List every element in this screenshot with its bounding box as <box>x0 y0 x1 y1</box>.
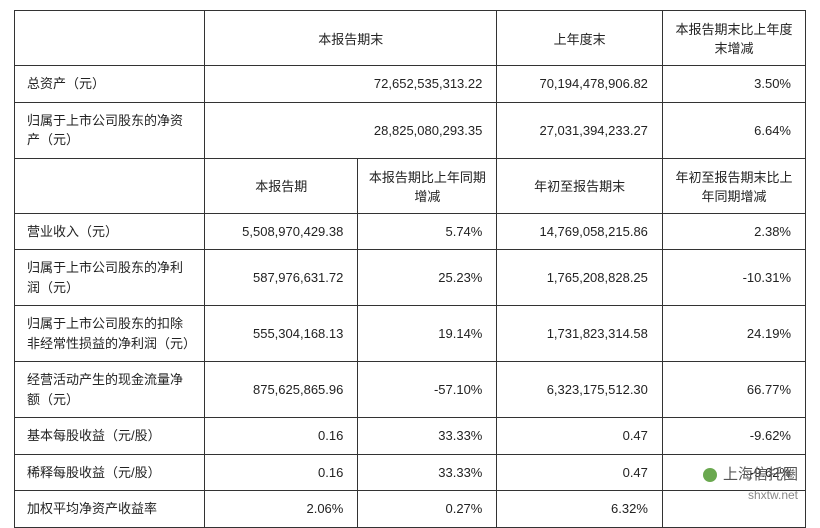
table-row: 基本每股收益（元/股） 0.16 33.33% 0.47 -9.62% <box>15 418 806 455</box>
row-value: 1,765,208,828.25 <box>497 250 663 306</box>
table-row: 稀释每股收益（元/股） 0.16 33.33% 0.47 -9.62% <box>15 454 806 491</box>
watermark: 上海信托圈 shxtw.net <box>703 464 798 505</box>
row-value: 6.64% <box>662 102 805 158</box>
table-row: 归属于上市公司股东的扣除非经常性损益的净利润（元） 555,304,168.13… <box>15 306 806 362</box>
table1-header-blank <box>15 11 205 66</box>
row-value: 6,323,175,512.30 <box>497 362 663 418</box>
watermark-logo-icon <box>703 468 717 482</box>
row-label: 归属于上市公司股东的净资产（元） <box>15 102 205 158</box>
table2-header-col3: 年初至报告期末 <box>497 158 663 213</box>
row-value: 70,194,478,906.82 <box>497 66 663 103</box>
row-value: 6.32% <box>497 491 663 528</box>
table1-header-col2: 上年度末 <box>497 11 663 66</box>
row-value: 33.33% <box>358 418 497 455</box>
table1-header-col3: 本报告期末比上年度末增减 <box>662 11 805 66</box>
table2-header-blank <box>15 158 205 213</box>
row-label: 归属于上市公司股东的净利润（元） <box>15 250 205 306</box>
row-value: 14,769,058,215.86 <box>497 213 663 250</box>
table2-header-col1: 本报告期 <box>205 158 358 213</box>
row-value: 587,976,631.72 <box>205 250 358 306</box>
table1-header-col1: 本报告期末 <box>205 11 497 66</box>
row-value: 33.33% <box>358 454 497 491</box>
row-value: 24.19% <box>662 306 805 362</box>
row-label: 归属于上市公司股东的扣除非经常性损益的净利润（元） <box>15 306 205 362</box>
table2-header-col2: 本报告期比上年同期增减 <box>358 158 497 213</box>
row-label: 加权平均净资产收益率 <box>15 491 205 528</box>
row-value: 25.23% <box>358 250 497 306</box>
row-value: 0.27% <box>358 491 497 528</box>
row-value: 2.06% <box>205 491 358 528</box>
row-value: 66.77% <box>662 362 805 418</box>
row-value: 5,508,970,429.38 <box>205 213 358 250</box>
table2-header-row: 本报告期 本报告期比上年同期增减 年初至报告期末 年初至报告期末比上年同期增减 <box>15 158 806 213</box>
table-row: 营业收入（元） 5,508,970,429.38 5.74% 14,769,05… <box>15 213 806 250</box>
row-value: 875,625,865.96 <box>205 362 358 418</box>
row-value: 28,825,080,293.35 <box>205 102 497 158</box>
row-value: 0.47 <box>497 454 663 491</box>
table2-header-col4: 年初至报告期末比上年同期增减 <box>662 158 805 213</box>
row-value: 27,031,394,233.27 <box>497 102 663 158</box>
row-value: 5.74% <box>358 213 497 250</box>
row-value: 1,731,823,314.58 <box>497 306 663 362</box>
row-value: 0.16 <box>205 454 358 491</box>
table1-header-row: 本报告期末 上年度末 本报告期末比上年度末增减 <box>15 11 806 66</box>
row-value: 72,652,535,313.22 <box>205 66 497 103</box>
table-row: 归属于上市公司股东的净利润（元） 587,976,631.72 25.23% 1… <box>15 250 806 306</box>
row-value: -10.31% <box>662 250 805 306</box>
table-row: 归属于上市公司股东的净资产（元） 28,825,080,293.35 27,03… <box>15 102 806 158</box>
row-value: 19.14% <box>358 306 497 362</box>
table-row: 加权平均净资产收益率 2.06% 0.27% 6.32% <box>15 491 806 528</box>
row-value: -57.10% <box>358 362 497 418</box>
table-row: 总资产（元） 72,652,535,313.22 70,194,478,906.… <box>15 66 806 103</box>
row-label: 营业收入（元） <box>15 213 205 250</box>
row-value: 3.50% <box>662 66 805 103</box>
row-label: 经营活动产生的现金流量净额（元） <box>15 362 205 418</box>
row-value: 0.16 <box>205 418 358 455</box>
row-value: 2.38% <box>662 213 805 250</box>
row-label: 总资产（元） <box>15 66 205 103</box>
financial-summary-table: 本报告期末 上年度末 本报告期末比上年度末增减 总资产（元） 72,652,53… <box>14 10 806 528</box>
row-value: 555,304,168.13 <box>205 306 358 362</box>
row-value: 0.47 <box>497 418 663 455</box>
table-row: 经营活动产生的现金流量净额（元） 875,625,865.96 -57.10% … <box>15 362 806 418</box>
row-value: -9.62% <box>662 418 805 455</box>
watermark-main-text: 上海信托圈 <box>723 464 798 487</box>
row-label: 基本每股收益（元/股） <box>15 418 205 455</box>
watermark-sub-text: shxtw.net <box>703 486 798 504</box>
row-label: 稀释每股收益（元/股） <box>15 454 205 491</box>
